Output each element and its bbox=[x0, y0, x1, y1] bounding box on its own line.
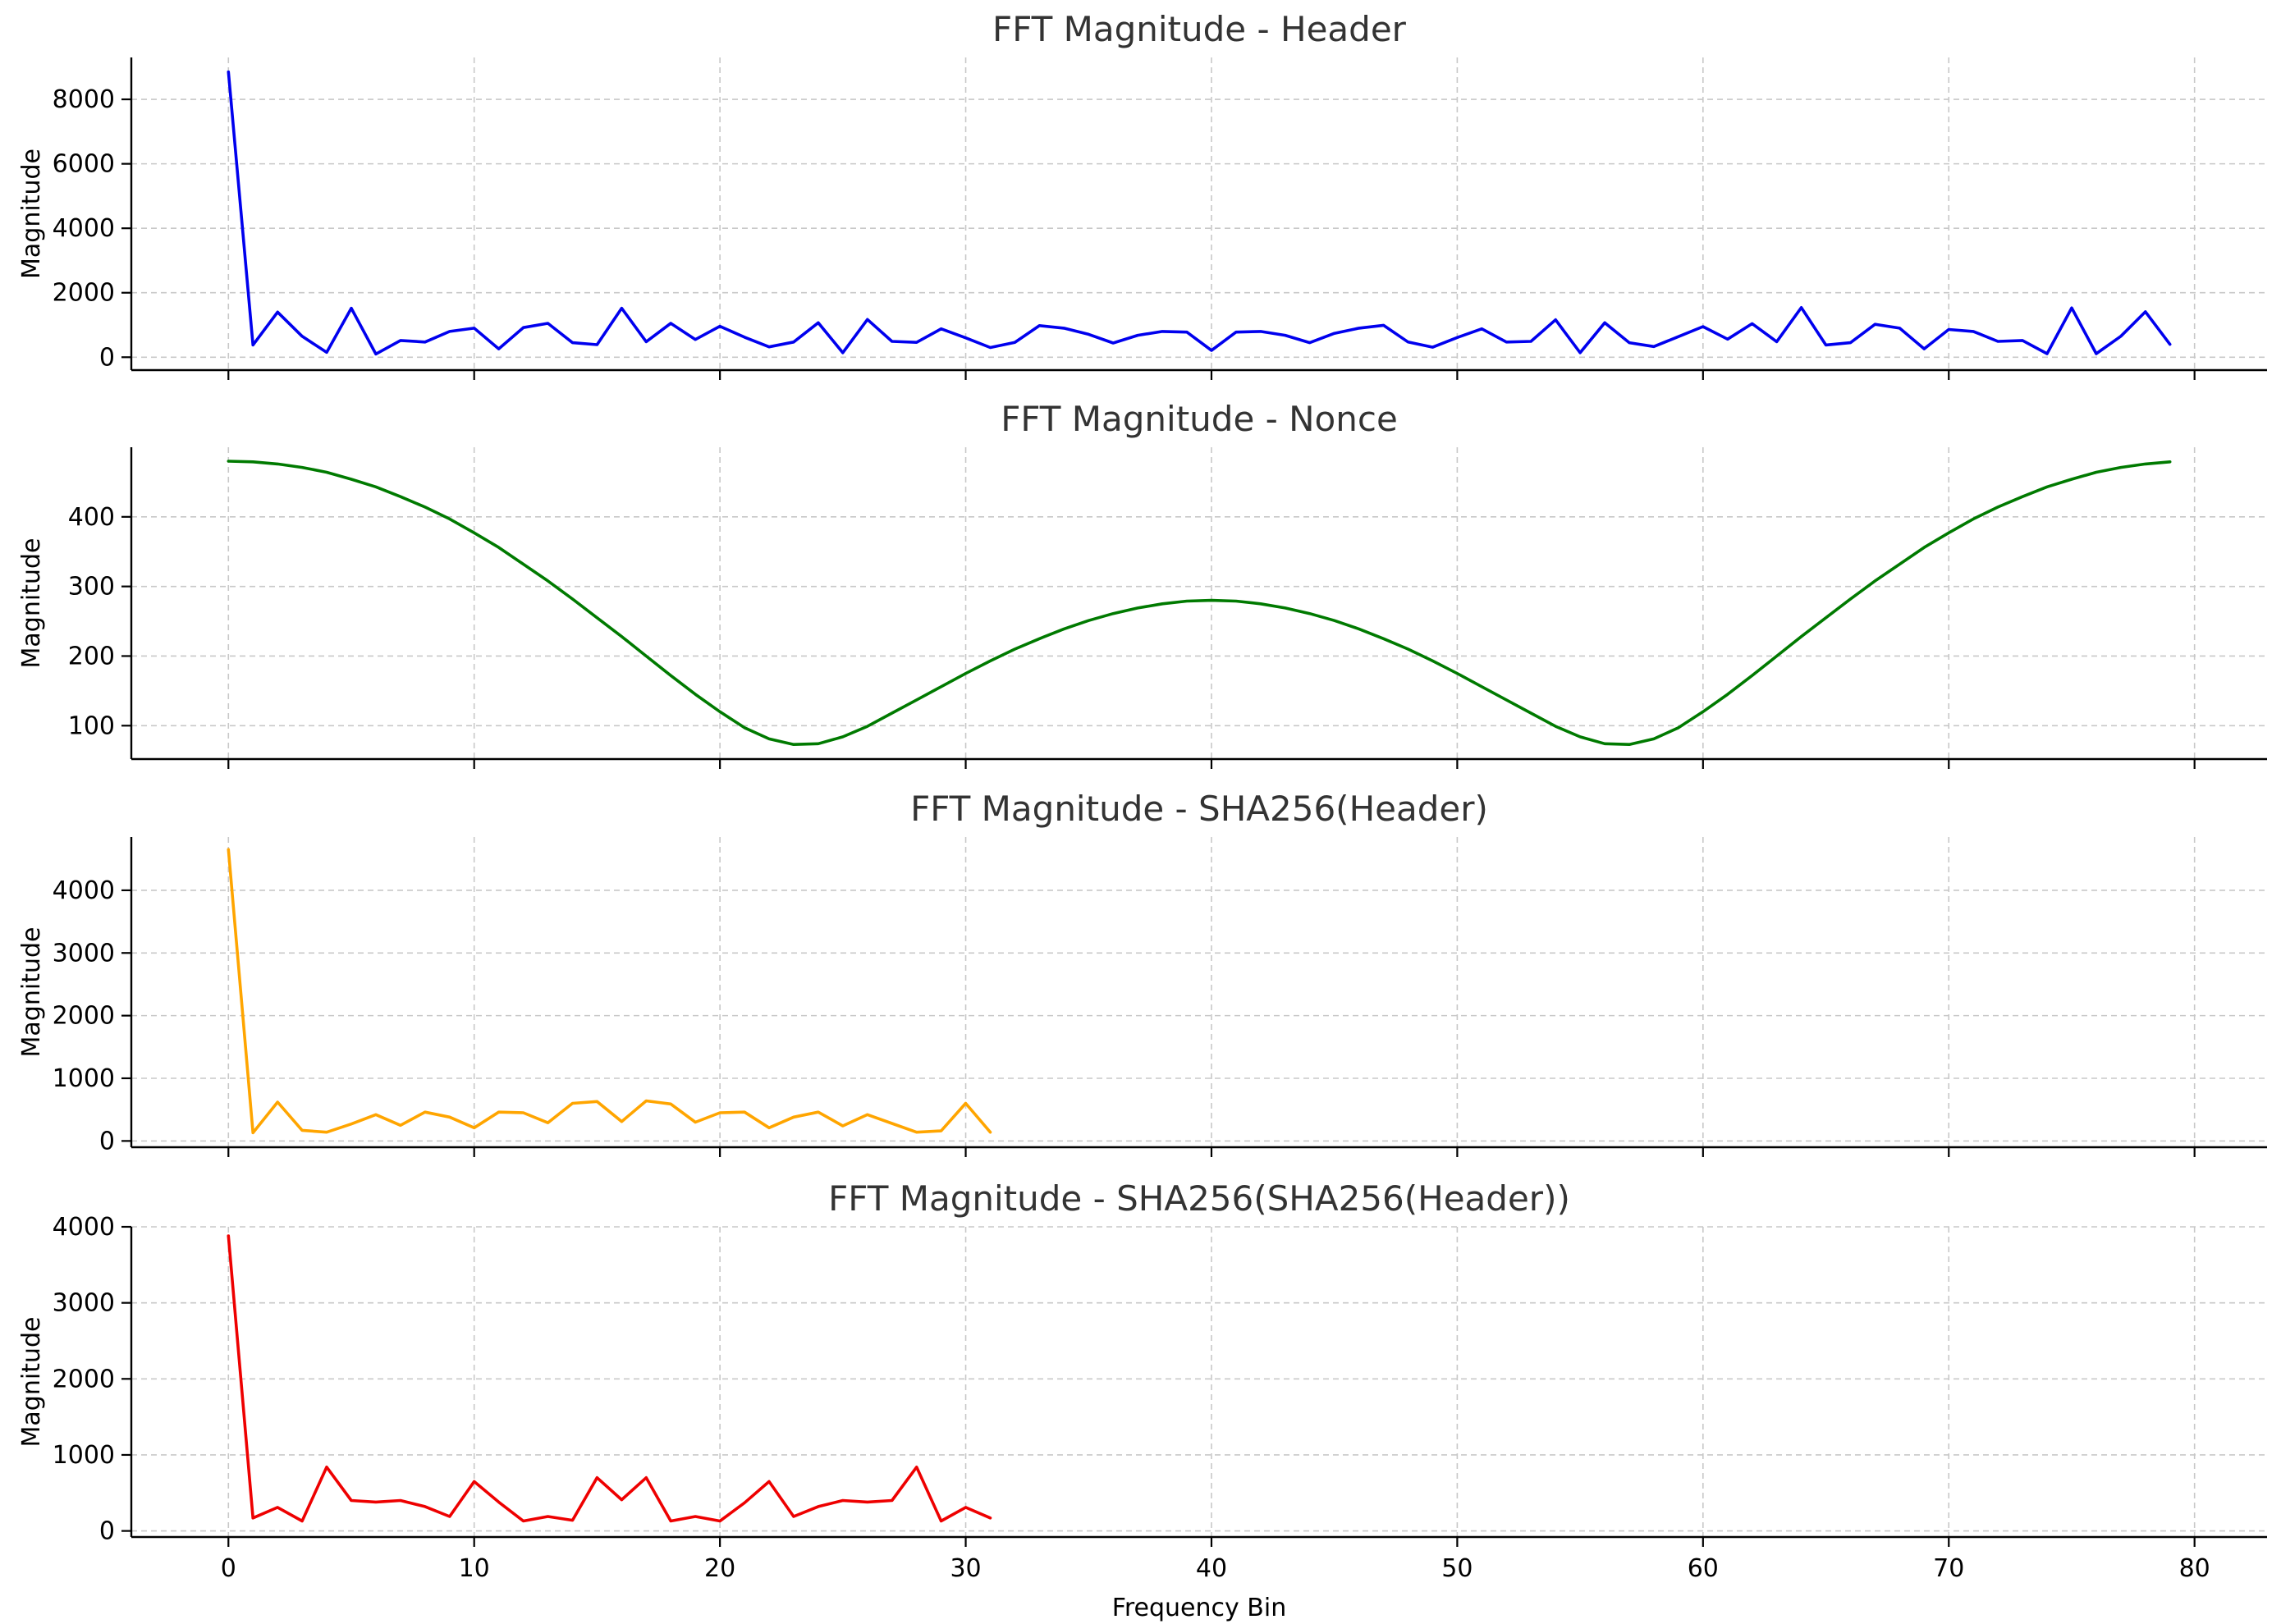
y-tick-label: 6000 bbox=[53, 150, 115, 179]
subplot-2: 100 200 300 400 FFT Magnitude - Nonce Magnitu… bbox=[17, 399, 2267, 769]
series-line bbox=[227, 1234, 992, 1523]
y-tick-label: 2000 bbox=[53, 1002, 115, 1031]
x-tick-label: 50 bbox=[1441, 1554, 1473, 1583]
y-tick-label: 8000 bbox=[53, 85, 115, 114]
y-axis-label: Magnitude bbox=[17, 538, 46, 669]
x-tick-label: 20 bbox=[704, 1554, 735, 1583]
x-tick-label: 60 bbox=[1688, 1554, 1719, 1583]
series-line bbox=[227, 460, 2172, 747]
y-tick-label: 4000 bbox=[53, 214, 115, 243]
x-tick-label: 80 bbox=[2179, 1554, 2210, 1583]
y-tick-label: 300 bbox=[68, 573, 115, 602]
y-tick-label: 3000 bbox=[53, 939, 115, 968]
series-line bbox=[227, 848, 992, 1135]
y-tick-label: 1000 bbox=[53, 1441, 115, 1470]
y-tick-label: 0 bbox=[99, 1127, 115, 1155]
x-tick-label: 40 bbox=[1196, 1554, 1227, 1583]
y-tick-label: 1000 bbox=[53, 1064, 115, 1093]
y-tick-label: 0 bbox=[99, 343, 115, 372]
y-tick-label: 0 bbox=[99, 1517, 115, 1546]
y-axis-label: Magnitude bbox=[17, 149, 46, 279]
y-tick-label: 4000 bbox=[53, 1213, 115, 1242]
chart-title: FFT Magnitude - SHA256(Header) bbox=[910, 789, 1488, 829]
subplot-4: 0 10 20 30 40 50 60 70 80 0 1000 2000 3000 4000 FFT Ma… bbox=[17, 1178, 2267, 1622]
x-axis-label: Frequency Bin bbox=[1112, 1594, 1286, 1622]
subplot-3: 0 1000 2000 3000 4000 FFT Magnitude - SHA256(… bbox=[17, 789, 2267, 1157]
y-tick-label: 2000 bbox=[53, 279, 115, 308]
y-axis-label: Magnitude bbox=[17, 1317, 46, 1448]
x-tick-label: 70 bbox=[1933, 1554, 1964, 1583]
series-line bbox=[227, 70, 2172, 356]
chart-title: FFT Magnitude - SHA256(SHA256(Header)) bbox=[828, 1178, 1570, 1219]
y-axis-label: Magnitude bbox=[17, 927, 46, 1058]
y-tick-label: 400 bbox=[68, 503, 115, 532]
x-tick-label: 0 bbox=[221, 1554, 236, 1583]
y-tick-label: 4000 bbox=[53, 876, 115, 905]
y-tick-label: 3000 bbox=[53, 1289, 115, 1318]
y-tick-label: 2000 bbox=[53, 1365, 115, 1393]
chart-title: FFT Magnitude - Nonce bbox=[1001, 399, 1398, 439]
x-tick-label: 30 bbox=[950, 1554, 981, 1583]
x-tick-label: 10 bbox=[459, 1554, 490, 1583]
subplot-1: 0 2000 4000 6000 8000 FFT Magnitude - Header M… bbox=[17, 9, 2267, 380]
y-tick-label: 100 bbox=[68, 711, 115, 740]
chart-title: FFT Magnitude - Header bbox=[992, 9, 1407, 49]
y-tick-label: 200 bbox=[68, 642, 115, 670]
